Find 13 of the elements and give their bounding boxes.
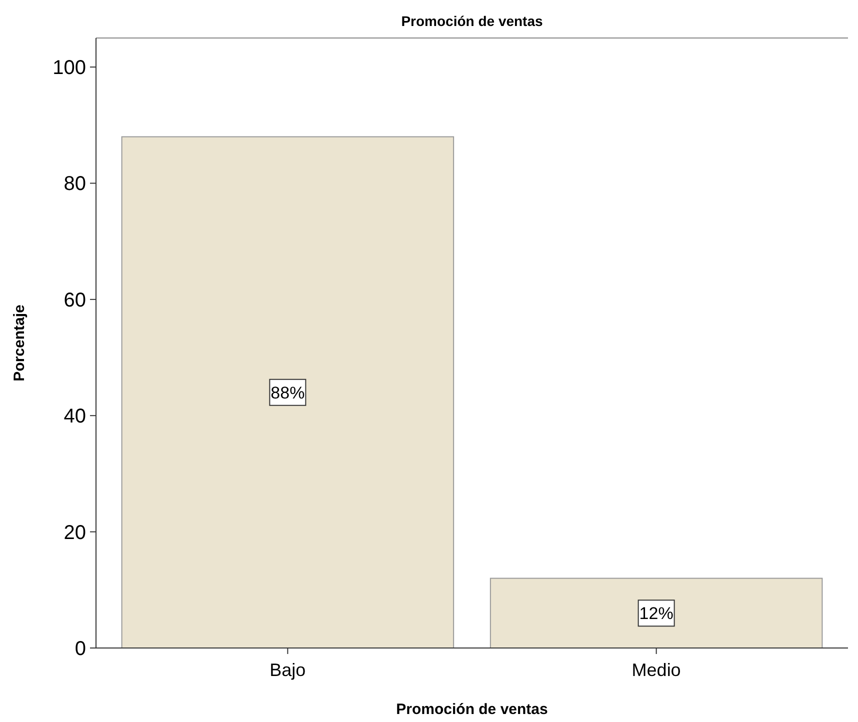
y-tick-label: 0 [74,638,86,660]
data-label: 88% [270,383,305,402]
y-tick-label: 100 [52,57,86,80]
x-axis-title: Promoción de ventas [396,701,548,718]
y-tick-label: 80 [64,173,86,196]
x-tick-label: Medio [632,660,681,680]
y-tick-label: 20 [64,522,86,544]
y-tick-label: 40 [64,406,86,428]
y-axis-title: Porcentaje [11,304,28,382]
x-tick-label: Bajo [270,660,306,680]
y-tick-label: 60 [64,289,86,312]
chart-title: Promoción de ventas [401,13,544,29]
data-label: 12% [639,604,674,624]
